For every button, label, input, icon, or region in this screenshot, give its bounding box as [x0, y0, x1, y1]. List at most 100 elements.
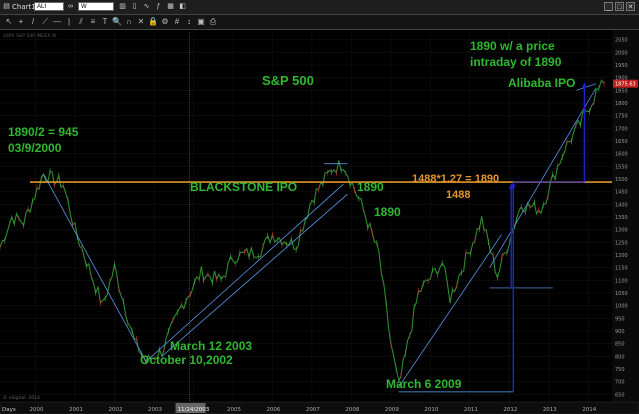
ray-icon[interactable]: ⟋	[42, 17, 48, 26]
y-tick-label: 1300	[615, 228, 628, 234]
trendline[interactable]	[145, 183, 344, 362]
x-tick-label: 2006	[266, 407, 280, 413]
x-tick-label: 2008	[345, 407, 359, 413]
annotation-12: 1890 w/ a price	[470, 39, 555, 53]
x-tick-label: 2010	[424, 407, 438, 413]
trendline[interactable]	[398, 234, 502, 387]
scale-icon[interactable]: ↕	[187, 17, 191, 26]
settings-icon[interactable]: ⚙	[161, 17, 169, 26]
y-tick-label: 1850	[615, 88, 628, 94]
annotation-3: S&P 500	[262, 73, 314, 88]
annotation-4: BLACKSTONE IPO	[190, 180, 297, 194]
y-tick-label: 1750	[615, 114, 628, 120]
annotation-8: October 10,2002	[140, 353, 233, 367]
close-button[interactable]: ✕	[626, 2, 635, 11]
y-tick-label: 1900	[615, 76, 628, 82]
studies-icon[interactable]: ƒ	[156, 3, 161, 10]
price-axis[interactable]	[612, 30, 639, 414]
x-tick-label: 2014	[582, 407, 596, 413]
last-price-label: 1875.63	[615, 82, 636, 88]
text-icon[interactable]: T	[102, 17, 108, 26]
y-tick-label: 1500	[615, 177, 628, 183]
bar-chart-icon[interactable]: ▥	[119, 3, 126, 10]
channel-icon[interactable]: ⫽	[79, 17, 83, 26]
chart-window-icon: ▤	[3, 3, 10, 10]
line-chart-icon[interactable]: ∿	[143, 3, 150, 10]
template-icon[interactable]: ▦	[167, 3, 174, 10]
y-tick-label: 1050	[615, 291, 628, 297]
y-tick-label: 1450	[615, 190, 628, 196]
trendline[interactable]	[489, 87, 597, 268]
zoom-icon[interactable]: 🔍	[112, 17, 122, 26]
hline-icon[interactable]: —	[53, 17, 61, 26]
minimize-button[interactable]: _	[604, 2, 613, 11]
y-tick-label: 850	[615, 342, 625, 348]
crosshair-date-label: 11/24/2003	[178, 407, 210, 413]
drawing-toolbar: ↖ + / ⟋ — | ⫽ ≡ T 🔍 ∩ ✕ 🔒 ⚙ # ↕ ▣ ⎙	[0, 15, 639, 30]
price-chart[interactable]: 650 700 750 800 850 900 950 1000 1050 1100 1150 120…	[0, 30, 639, 414]
y-tick-label: 1550	[615, 164, 628, 170]
y-tick-label: 650	[615, 392, 625, 398]
vline-icon[interactable]: |	[67, 17, 71, 26]
link-icon[interactable]: ∞	[68, 3, 73, 10]
chart-background	[0, 30, 639, 414]
window-titlebar: ▤ Chart1 ALI ∞ W ▥ ▯ ∿ ƒ ▦ ◧ _ □ ✕	[0, 0, 639, 15]
y-tick-label: 1350	[615, 215, 628, 221]
overlay-icon[interactable]: ◧	[179, 3, 186, 10]
y-tick-label: 1000	[615, 304, 628, 310]
y-tick-label: 950	[615, 316, 625, 322]
annotation-1: 1890/2 = 945	[8, 125, 79, 139]
maximize-button[interactable]: □	[615, 2, 624, 11]
x-tick-label: 2001	[69, 407, 83, 413]
annotation-6: 1890	[374, 205, 401, 219]
x-tick-label: 2002	[109, 407, 123, 413]
crosshair-icon[interactable]: +	[18, 17, 24, 26]
y-tick-label: 900	[615, 329, 625, 335]
y-tick-label: 800	[615, 354, 625, 360]
trendline[interactable]	[161, 193, 348, 357]
x-tick-label: 2009	[385, 407, 399, 413]
x-tick-label: 2003	[148, 407, 162, 413]
y-tick-label: 1950	[615, 63, 628, 69]
trendline-icon[interactable]: /	[31, 17, 35, 26]
last-price-box	[613, 79, 638, 88]
trendline[interactable]	[43, 173, 147, 362]
fib-icon[interactable]: ≡	[90, 17, 96, 26]
annotation-10: 1488*1.27 = 1890	[412, 173, 499, 185]
print-icon[interactable]: ⎙	[209, 17, 217, 26]
y-tick-label: 1600	[615, 152, 628, 158]
annotation-2: 03/9/2000	[8, 141, 62, 155]
y-tick-label: 1200	[615, 253, 628, 259]
interval-input[interactable]: W	[78, 2, 114, 11]
x-tick-label: 2012	[503, 407, 517, 413]
camera-icon[interactable]: ▣	[197, 17, 205, 26]
annotation-5: 1890	[357, 180, 384, 194]
y-tick-label: 750	[615, 367, 625, 373]
time-axis[interactable]	[0, 401, 639, 414]
y-tick-label: 2050	[615, 38, 628, 44]
annotation-11: 1488	[446, 189, 470, 201]
symbol-input[interactable]: ALI	[34, 2, 64, 11]
annotation-9: March 6 2009	[386, 377, 462, 391]
candle-icon[interactable]: ▯	[132, 3, 137, 10]
window-tab-label[interactable]: Chart1	[12, 3, 36, 11]
arrow-2-head	[508, 184, 514, 190]
copyright-label: © eSignal, 2014	[3, 394, 40, 401]
arrow-icon[interactable]: ↖	[5, 17, 13, 26]
x-tick-label: 2005	[227, 407, 241, 413]
eraser-icon[interactable]: ✕	[137, 17, 145, 26]
y-tick-label: 1800	[615, 101, 628, 107]
x-tick-label: 2011	[464, 407, 478, 413]
y-tick-label: 1400	[615, 202, 628, 208]
grid-icon[interactable]: #	[174, 17, 180, 26]
x-tick-label: 2007	[306, 407, 320, 413]
footer-days-label: Days	[2, 407, 16, 413]
x-tick-label: 2013	[543, 407, 557, 413]
y-tick-label: 1100	[615, 278, 628, 284]
magnet-icon[interactable]: ∩	[126, 17, 132, 26]
annotation-7: March 12 2003	[170, 339, 252, 353]
x-tick-label: 2000	[30, 407, 44, 413]
annotation-14: Alibaba IPO	[508, 76, 575, 90]
lock-icon[interactable]: 🔒	[148, 17, 158, 26]
y-tick-label: 700	[615, 380, 625, 386]
